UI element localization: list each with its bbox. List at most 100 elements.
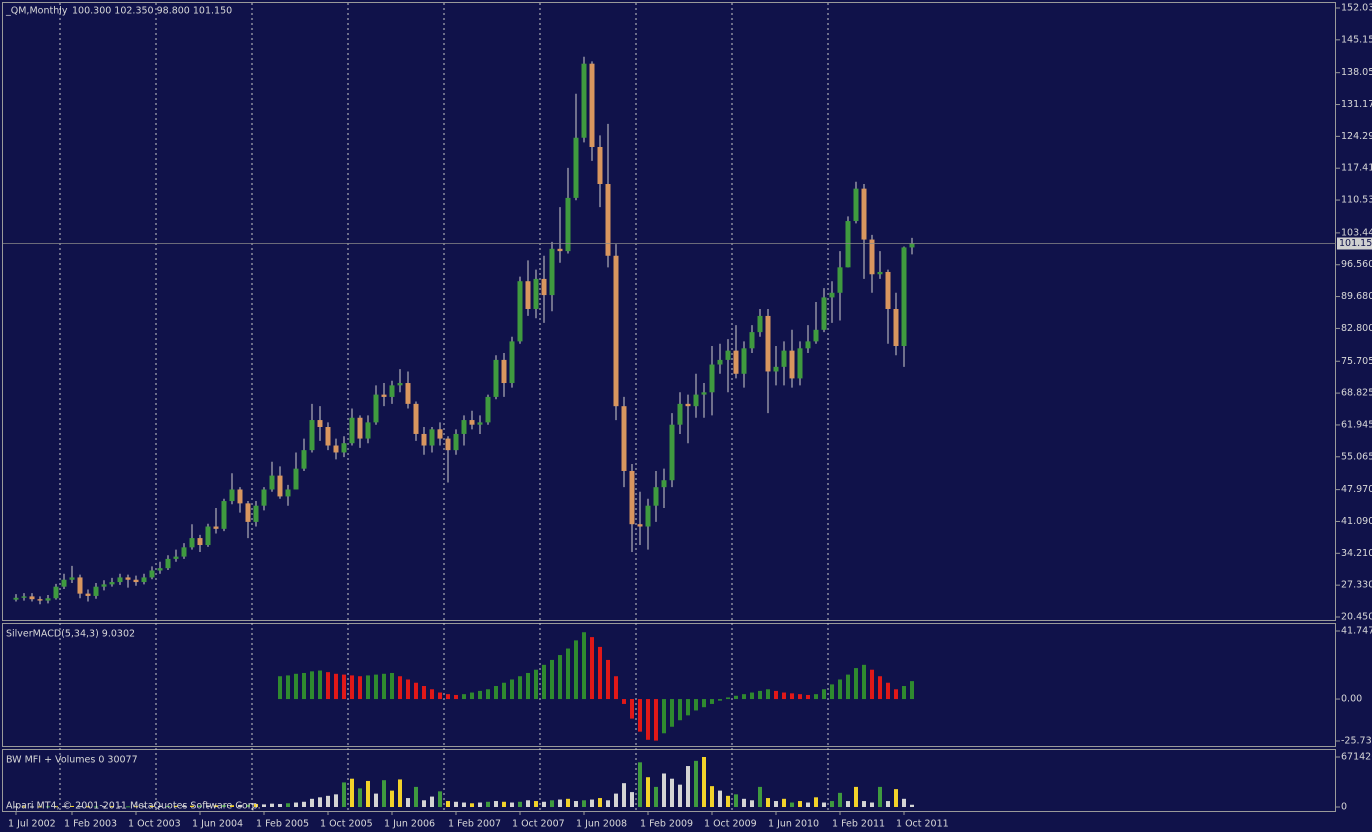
candle-body	[445, 438, 451, 451]
marks	[3, 56, 1336, 808]
bar	[750, 800, 754, 807]
candle-body	[693, 394, 699, 407]
x-tick-label: 1 Jun 2008	[576, 819, 627, 830]
bar	[806, 802, 810, 807]
bar	[846, 801, 850, 807]
bar	[614, 676, 618, 700]
bar	[798, 694, 802, 700]
candle-body	[173, 556, 179, 559]
bar	[574, 640, 578, 700]
bar	[654, 786, 658, 807]
bar	[822, 689, 826, 700]
bar	[478, 802, 482, 807]
bar	[430, 689, 434, 700]
bar	[334, 673, 338, 700]
candle-body	[813, 329, 819, 342]
candle-body	[61, 579, 67, 587]
x-tick-label: 1 Oct 2003	[128, 819, 181, 830]
bar	[358, 676, 362, 700]
labels: 100.300 102.350 98.800 101.150 Alpari MT…	[5, 2, 1372, 830]
x-tick-label: 1 Jun 2010	[768, 819, 819, 830]
candle-body	[13, 597, 19, 600]
y-tick-label: 103.440	[1341, 227, 1372, 238]
bar	[30, 806, 34, 808]
candle-body	[293, 468, 299, 490]
y-tick-label: 110.535	[1341, 195, 1372, 206]
candle-body	[117, 577, 123, 583]
candle-body	[397, 383, 403, 386]
bar	[518, 676, 522, 700]
bar	[566, 648, 570, 700]
bar	[830, 801, 834, 807]
bar	[278, 804, 282, 807]
last-price-box	[1337, 237, 1372, 250]
bar	[38, 806, 42, 808]
x-tick-label: 1 Feb 2003	[64, 819, 117, 830]
bar	[598, 798, 602, 807]
candle-body	[757, 315, 763, 333]
bar	[606, 659, 610, 700]
candle-body	[205, 526, 211, 546]
candle-body	[565, 197, 571, 252]
candle-body	[877, 271, 883, 275]
bar	[622, 699, 626, 704]
bar	[774, 801, 778, 807]
bar	[742, 694, 746, 700]
bar	[702, 699, 706, 708]
macd-panel-frame	[2, 623, 1336, 747]
last-price-label: 101.150	[1339, 238, 1372, 249]
candle-body	[549, 248, 555, 296]
candle-body	[885, 271, 891, 309]
bar	[326, 795, 330, 807]
bar	[566, 798, 570, 807]
bar	[870, 669, 874, 700]
y-tick-label: 96.560	[1341, 259, 1372, 270]
candle-body	[573, 137, 579, 198]
candle-body	[181, 547, 187, 557]
bar	[190, 805, 194, 807]
candle-body	[421, 433, 427, 446]
bar	[102, 806, 106, 808]
candle-body	[797, 348, 803, 379]
candle-body	[325, 427, 331, 446]
bar	[270, 803, 274, 807]
bar	[830, 684, 834, 700]
bar	[766, 798, 770, 807]
candle-body	[213, 526, 219, 529]
y-tick-label: 117.415	[1341, 163, 1372, 174]
candle-body	[597, 146, 603, 185]
x-tick-label: 1 Jun 2006	[384, 819, 435, 830]
bar	[790, 693, 794, 700]
bar	[558, 655, 562, 700]
bar	[222, 805, 226, 807]
candle-body	[725, 350, 731, 360]
bar	[446, 694, 450, 700]
candle-body	[517, 281, 523, 342]
bar	[718, 699, 722, 701]
candle-body	[853, 188, 859, 222]
bar	[510, 679, 514, 700]
candle-body	[509, 341, 515, 384]
candle-body	[37, 599, 43, 601]
bar	[430, 796, 434, 807]
bar	[542, 801, 546, 807]
y-tick-label: 145.150	[1341, 34, 1372, 45]
bar	[230, 805, 234, 807]
bar	[686, 699, 690, 716]
bar	[454, 694, 458, 700]
bar	[390, 672, 394, 700]
bar	[582, 632, 586, 700]
bar	[742, 798, 746, 807]
candle-body	[669, 424, 675, 481]
bar	[294, 673, 298, 700]
candle-body	[469, 420, 475, 425]
bar	[294, 802, 298, 807]
bar	[854, 668, 858, 700]
candle-body	[629, 470, 635, 525]
y-tick-label: 47.970	[1341, 484, 1372, 495]
bar	[142, 806, 146, 808]
candle-body	[821, 297, 827, 330]
candle-body	[709, 364, 715, 393]
bar	[766, 689, 770, 700]
